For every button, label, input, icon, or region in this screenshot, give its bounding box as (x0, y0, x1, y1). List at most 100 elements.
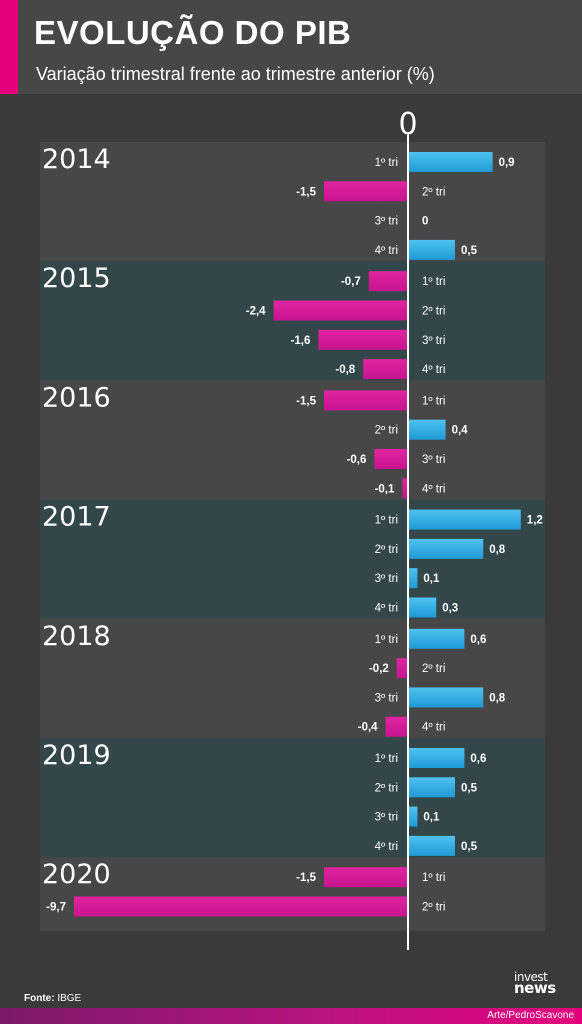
bars (74, 152, 521, 917)
quarter-label-2016-q1: 1º tri (422, 395, 445, 407)
value-label-2015-q3: -1,6 (291, 335, 311, 347)
art-credit: Arte/PedroScavone (487, 1010, 574, 1021)
year-label-2016: 2016 (42, 382, 111, 413)
quarter-label-2016-q4: 4º tri (422, 483, 445, 495)
year-band-2016 (40, 380, 545, 500)
value-label-2014-q1: 0,9 (499, 157, 515, 169)
bar-2020-q1 (324, 867, 408, 888)
bar-2015-q2 (273, 300, 408, 321)
value-label-2016-q2: 0,4 (452, 425, 469, 437)
bar-2018-q2 (396, 658, 408, 679)
quarter-label-2019-q4: 4º tri (375, 841, 398, 853)
value-label-2019-q4: 0,5 (461, 841, 478, 853)
bar-2015-q4 (363, 359, 408, 380)
quarter-label-2017-q4: 4º tri (375, 603, 398, 615)
bar-2016-q2 (408, 419, 446, 440)
year-band-2015 (40, 261, 545, 381)
value-label-2017-q1: 1,2 (527, 515, 543, 527)
year-label-2014: 2014 (42, 144, 111, 175)
quarter-label-2020-q2: 2º tri (422, 902, 445, 914)
value-label-2016-q1: -1,5 (296, 395, 316, 407)
header: EVOLUÇÃO DO PIB Variação trimestral fren… (0, 0, 582, 94)
quarter-label-2019-q2: 2º tri (375, 782, 398, 794)
bar-2019-q3 (408, 806, 418, 827)
value-label-2017-q3: 0,1 (423, 573, 440, 585)
quarter-label-2020-q1: 1º tri (422, 872, 445, 884)
bar-2014-q1 (408, 152, 493, 172)
value-label-2015-q2: -2,4 (246, 306, 266, 318)
bar-2015-q1 (368, 271, 408, 292)
bar-2018-q3 (408, 687, 484, 708)
quarter-label-2019-q3: 3º tri (375, 812, 398, 824)
value-label-2019-q1: 0,6 (470, 753, 486, 765)
quarter-label-2018-q4: 4º tri (422, 722, 445, 734)
year-bands (40, 142, 545, 931)
year-label-2015: 2015 (42, 263, 111, 294)
quarter-label-2016-q3: 3º tri (422, 454, 445, 466)
source-label: Fonte: (24, 993, 55, 1004)
value-label-2020-q1: -1,5 (296, 872, 316, 884)
value-label-2015-q4: -0,8 (335, 364, 355, 376)
gdp-bar-chart: 2014 1º tri 0,9 2º tri -1,5 3º tri 0 4º tri 0,5 2… (40, 107, 545, 950)
bar-2018-q4 (385, 716, 408, 737)
source-note: Fonte: IBGE (24, 993, 81, 1004)
chart-subtitle: Variação trimestral frente ao trimestre … (36, 64, 435, 84)
value-label-2019-q2: 0,5 (461, 782, 478, 794)
year-label-2019: 2019 (42, 740, 111, 771)
year-band-2018 (40, 618, 545, 738)
value-label-2015-q1: -0,7 (341, 276, 361, 288)
value-label-2018-q3: 0,8 (489, 692, 506, 704)
bar-2019-q2 (408, 777, 455, 798)
bar-2016-q3 (374, 449, 408, 469)
bar-2014-q4 (408, 239, 455, 260)
bar-2016-q4 (402, 478, 408, 499)
accent-bar (0, 0, 18, 94)
quarter-label-2017-q2: 2º tri (375, 544, 398, 556)
value-label-2014-q2: -1,5 (296, 186, 316, 198)
value-label-2014-q3: 0 (422, 216, 428, 228)
bar-2017-q4 (408, 597, 437, 618)
value-label-2019-q3: 0,1 (423, 812, 440, 824)
bar-2018-q1 (408, 628, 465, 649)
quarter-label-2017-q3: 3º tri (375, 573, 398, 585)
quarter-label-2015-q3: 3º tri (422, 335, 445, 347)
value-label-2018-q1: 0,6 (470, 634, 486, 646)
bar-2017-q3 (408, 568, 418, 589)
footer-bar (0, 1008, 582, 1024)
value-label-2014-q4: 0,5 (461, 245, 478, 257)
quarter-label-2018-q1: 1º tri (375, 634, 398, 646)
investnews-logo: invest news (514, 970, 574, 998)
value-label-2016-q3: -0,6 (347, 454, 367, 466)
quarter-label-2017-q1: 1º tri (375, 515, 398, 527)
source-value: IBGE (57, 993, 82, 1004)
year-label-2020: 2020 (42, 859, 111, 890)
bar-2019-q1 (408, 748, 465, 768)
value-label-2018-q2: -0,2 (369, 663, 389, 675)
logo-top-text: invest (514, 970, 548, 984)
year-label-2017: 2017 (42, 502, 111, 533)
quarter-label-2016-q2: 2º tri (375, 425, 398, 437)
quarter-label-2015-q1: 1º tri (422, 276, 445, 288)
quarter-label-2019-q1: 1º tri (375, 753, 398, 765)
value-label-2017-q2: 0,8 (489, 544, 506, 556)
value-label-2018-q4: -0,4 (358, 722, 378, 734)
quarter-label-2015-q2: 2º tri (422, 306, 445, 318)
value-label-2017-q4: 0,3 (442, 603, 458, 615)
bar-2015-q3 (318, 329, 408, 350)
value-label-2020-q2: -9,7 (46, 902, 66, 914)
bar-2020-q2 (74, 896, 408, 917)
bar-2019-q4 (408, 835, 455, 856)
year-label-2018: 2018 (42, 621, 111, 652)
quarter-label-2014-q2: 2º tri (422, 186, 445, 198)
quarter-label-2014-q3: 3º tri (375, 216, 398, 228)
quarter-label-2015-q4: 4º tri (422, 364, 445, 376)
labels: 2014 1º tri 0,9 2º tri -1,5 3º tri 0 4º tri 0,5 2… (42, 144, 543, 914)
zero-axis-label: 0 (398, 107, 417, 142)
chart-title: EVOLUÇÃO DO PIB (34, 14, 352, 51)
quarter-label-2014-q4: 4º tri (375, 245, 398, 257)
quarter-label-2014-q1: 1º tri (375, 157, 398, 169)
bar-2016-q1 (324, 390, 408, 411)
quarter-label-2018-q3: 3º tri (375, 692, 398, 704)
year-band-2019 (40, 738, 545, 858)
logo-bottom-text: news (514, 979, 556, 997)
